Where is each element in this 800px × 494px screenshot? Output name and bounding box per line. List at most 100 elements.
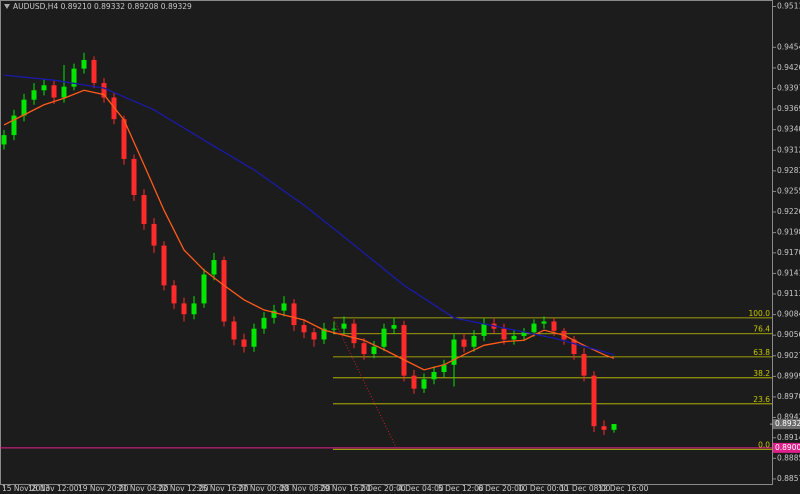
candle-body xyxy=(251,328,257,347)
y-tick-label: 0.93975 xyxy=(777,83,800,92)
candle-body xyxy=(61,86,67,98)
y-tick-label: 0.88855 xyxy=(777,453,800,462)
y-tick-label: 0.92265 xyxy=(777,207,800,216)
moving-average xyxy=(3,89,615,371)
candle-body xyxy=(81,59,87,69)
candle-body xyxy=(581,353,587,376)
candle-body xyxy=(121,119,127,159)
trend-line xyxy=(332,317,398,450)
fib-label: 23.6 xyxy=(753,395,770,404)
x-tick-label: 11 Dec 08:00 xyxy=(560,484,611,493)
candle-body xyxy=(421,379,427,389)
y-tick-label: 0.90275 xyxy=(777,351,800,360)
y-tick-label: 0.93120 xyxy=(777,145,800,154)
y-tick-label: 0.91130 xyxy=(777,289,800,298)
x-tick-label: 28 Nov 08:00 xyxy=(280,484,331,493)
candle-body xyxy=(231,321,237,340)
fib-label: 0.0 xyxy=(758,440,770,449)
candle-body xyxy=(501,328,507,340)
candle-body xyxy=(301,325,307,333)
fib-label: 100.0 xyxy=(749,309,771,318)
x-tick-label: 27 Nov 00:00 xyxy=(238,484,289,493)
candle-body xyxy=(241,339,247,347)
symbol-icon xyxy=(4,4,10,9)
candle-body xyxy=(151,223,157,246)
candle-body xyxy=(461,339,467,347)
x-tick-label: 25 Nov 16:00 xyxy=(198,484,249,493)
y-tick-label: 0.91700 xyxy=(777,248,800,257)
y-tick-label: 0.89140 xyxy=(777,433,800,442)
candle-body xyxy=(351,323,357,344)
x-tick-label: 6 Dec 20:00 xyxy=(478,484,524,493)
y-tick-label: 0.90560 xyxy=(777,330,800,339)
y-tick-label: 0.94545 xyxy=(777,42,800,51)
candle-body xyxy=(571,339,577,354)
x-tick-label: 5 Dec 12:00 xyxy=(438,484,484,493)
level-tag xyxy=(773,442,800,453)
candle-body xyxy=(221,260,227,322)
candle-body xyxy=(361,343,367,354)
candle-body xyxy=(211,260,217,275)
candle-body xyxy=(1,135,7,145)
candle-body xyxy=(41,85,47,91)
candle-body xyxy=(391,325,397,329)
candle-body xyxy=(441,364,447,373)
candle-body xyxy=(371,346,377,354)
y-tick-label: 0.91415 xyxy=(777,268,800,277)
x-tick-label: 15 Nov 2013 xyxy=(2,484,50,493)
candle-body xyxy=(101,83,107,98)
moving-average xyxy=(3,74,615,356)
y-tick-label: 0.94260 xyxy=(777,63,800,72)
candle-body xyxy=(591,375,597,427)
x-tick-label: 22 Nov 12:00 xyxy=(158,484,209,493)
candle-body xyxy=(51,85,57,98)
candle-body xyxy=(341,323,347,329)
candle-body xyxy=(31,90,37,100)
y-tick-label: 0.92835 xyxy=(777,166,800,175)
candle-body xyxy=(431,372,437,380)
y-tick-label: 0.95110 xyxy=(777,2,800,11)
y-tick-label: 0.89990 xyxy=(777,371,800,380)
candle-body xyxy=(141,195,147,224)
candle-body xyxy=(331,328,337,330)
fib-label: 38.2 xyxy=(753,369,770,378)
candle-body xyxy=(191,303,197,315)
y-tick-label: 0.88570 xyxy=(777,474,800,483)
candle-body xyxy=(521,332,527,336)
fib-label: 76.4 xyxy=(753,325,770,334)
x-tick-label: 10 Dec 00:00 xyxy=(518,484,569,493)
candle-body xyxy=(131,158,137,196)
candle-body xyxy=(171,285,177,304)
y-tick-label: 0.93690 xyxy=(777,104,800,113)
x-tick-label: 12 Dec 16:00 xyxy=(598,484,649,493)
plot-frame xyxy=(0,0,773,485)
x-tick-label: 21 Nov 04:00 xyxy=(118,484,169,493)
candle-body xyxy=(411,375,417,389)
candle-body xyxy=(481,323,487,336)
x-tick-label: 2 Dec 20:00 xyxy=(360,484,406,493)
candle-body xyxy=(611,424,617,430)
candle-body xyxy=(261,317,267,329)
candle-body xyxy=(111,97,117,120)
candle-body xyxy=(541,321,547,324)
candle-body xyxy=(71,68,77,87)
x-tick-label: 4 Dec 04:00 xyxy=(398,484,444,493)
candle-body xyxy=(161,245,167,286)
y-tick-label: 0.93405 xyxy=(777,125,800,134)
candle-body xyxy=(311,332,317,340)
candle-body xyxy=(451,339,457,365)
candle-body xyxy=(11,115,17,136)
last-price-tag xyxy=(773,419,800,430)
candle-body xyxy=(551,321,557,331)
candle-body xyxy=(201,274,207,304)
candle-body xyxy=(281,303,287,311)
candle-body xyxy=(471,335,477,347)
y-tick-label: 0.90845 xyxy=(777,310,800,319)
x-tick-label: 19 Nov 20:00 xyxy=(78,484,129,493)
x-tick-label: 18 Nov 12:00 xyxy=(28,484,79,493)
candle-body xyxy=(511,335,517,340)
